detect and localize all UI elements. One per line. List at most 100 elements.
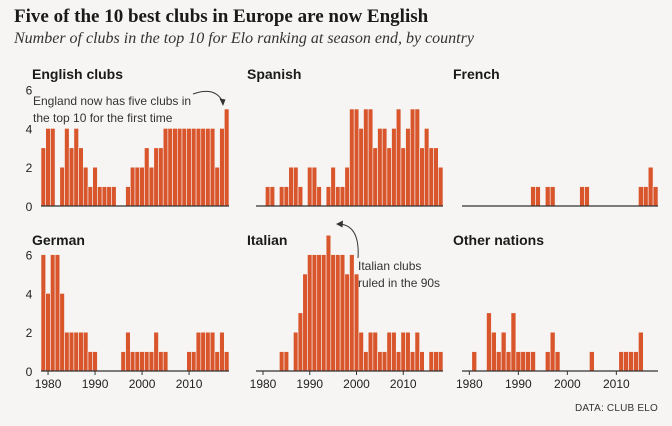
x-tick-label: 2010 bbox=[603, 377, 630, 391]
y-tick-label: 4 bbox=[26, 122, 33, 136]
bar-italian-2010 bbox=[400, 331, 406, 372]
bar-english-clubs-2006 bbox=[167, 128, 173, 207]
bar-english-clubs-2000 bbox=[139, 166, 145, 207]
bar-german-2002 bbox=[148, 351, 155, 372]
annotation-arrow bbox=[339, 223, 359, 259]
bar-english-clubs-2014 bbox=[205, 128, 211, 207]
bar-english-clubs-1997 bbox=[125, 186, 131, 207]
bar-german-2003 bbox=[153, 331, 159, 372]
bar-spanish-2002 bbox=[363, 108, 369, 207]
y-tick-label: 0 bbox=[26, 365, 33, 379]
bar-french-2015 bbox=[638, 186, 644, 207]
bars-german bbox=[40, 254, 230, 372]
annotation-arrowhead bbox=[336, 220, 343, 228]
bar-italian-1984 bbox=[279, 351, 285, 372]
bar-other-nations-1988 bbox=[505, 351, 512, 372]
bar-spanish-2016 bbox=[428, 147, 434, 207]
x-tick-label: 2010 bbox=[390, 377, 417, 391]
bar-german-2005 bbox=[162, 351, 169, 372]
bar-english-clubs-2009 bbox=[181, 128, 187, 207]
bar-other-nations-2012 bbox=[623, 351, 629, 372]
bar-italian-2001 bbox=[358, 331, 364, 372]
bar-other-nations-1984 bbox=[486, 312, 492, 372]
bar-german-2014 bbox=[205, 331, 211, 372]
bar-italian-1995 bbox=[330, 254, 336, 372]
bar-french-1994 bbox=[535, 186, 541, 207]
bar-spanish-1990 bbox=[307, 166, 313, 207]
bar-italian-1985 bbox=[283, 351, 290, 372]
bar-spanish-1994 bbox=[325, 186, 332, 207]
bar-italian-2013 bbox=[414, 331, 420, 372]
annotation-english: England now has five clubs in the top 10 … bbox=[33, 90, 226, 125]
bar-german-1989 bbox=[87, 351, 93, 372]
bar-german-1988 bbox=[83, 331, 89, 372]
annotation-line: England now has five clubs in bbox=[33, 94, 191, 108]
bar-italian-2004 bbox=[372, 331, 378, 372]
bar-english-clubs-1992 bbox=[101, 186, 108, 207]
bar-spanish-2007 bbox=[386, 147, 392, 207]
bar-other-nations-2014 bbox=[633, 351, 639, 372]
bar-french-1993 bbox=[530, 186, 536, 207]
bar-english-clubs-2015 bbox=[209, 128, 216, 207]
bar-spanish-2012 bbox=[409, 108, 416, 207]
bar-english-clubs-2007 bbox=[172, 128, 178, 207]
bar-german-1985 bbox=[68, 331, 75, 372]
bar-italian-1991 bbox=[311, 254, 318, 372]
bar-spanish-2013 bbox=[414, 108, 420, 207]
bar-italian-2007 bbox=[386, 331, 392, 372]
bar-italian-1996 bbox=[335, 254, 341, 372]
bar-other-nations-1985 bbox=[491, 331, 497, 372]
bar-english-clubs-1994 bbox=[111, 186, 117, 207]
bar-french-2016 bbox=[642, 186, 649, 207]
bar-english-clubs-1983 bbox=[59, 166, 65, 207]
bar-spanish-2004 bbox=[372, 147, 378, 207]
bar-italian-1990 bbox=[307, 254, 313, 372]
bar-german-2018 bbox=[224, 351, 230, 372]
bar-english-clubs-1998 bbox=[130, 166, 136, 207]
bars-french bbox=[530, 166, 659, 207]
bar-german-1982 bbox=[54, 254, 61, 372]
bar-english-clubs-1979 bbox=[40, 147, 46, 207]
bar-spanish-2011 bbox=[405, 128, 411, 207]
bar-german-2015 bbox=[209, 331, 216, 372]
chart-subtitle: Number of clubs in the top 10 for Elo ra… bbox=[14, 30, 474, 47]
x-tick-label: 1980 bbox=[456, 377, 483, 391]
bar-spanish-1995 bbox=[330, 166, 336, 207]
bar-italian-2016 bbox=[428, 351, 434, 372]
bar-english-clubs-2005 bbox=[162, 128, 169, 207]
bar-spanish-1999 bbox=[349, 108, 355, 207]
bar-other-nations-2015 bbox=[638, 331, 644, 372]
bar-french-2017 bbox=[647, 166, 654, 207]
bar-french-2004 bbox=[584, 186, 590, 207]
bar-spanish-1982 bbox=[269, 186, 275, 207]
bar-french-1996 bbox=[544, 186, 551, 207]
bar-spanish-1997 bbox=[339, 186, 346, 207]
bar-english-clubs-1991 bbox=[97, 186, 103, 207]
x-tick-label: 1980 bbox=[35, 377, 62, 391]
bar-spanish-2017 bbox=[433, 147, 439, 207]
bar-other-nations-1997 bbox=[549, 331, 556, 372]
bar-spanish-2010 bbox=[400, 147, 406, 207]
bar-spanish-1981 bbox=[265, 186, 271, 207]
bar-italian-1988 bbox=[297, 312, 304, 372]
annotation-line: Italian clubs bbox=[358, 259, 421, 273]
bar-italian-2009 bbox=[395, 351, 402, 372]
bar-italian-2014 bbox=[419, 351, 425, 372]
annotation-arrow bbox=[192, 90, 224, 103]
panel-title-french: French bbox=[453, 66, 500, 82]
x-tick-label: 2010 bbox=[176, 377, 203, 391]
bar-english-clubs-2018 bbox=[224, 108, 230, 207]
bar-italian-2012 bbox=[409, 351, 416, 372]
panel-title-german: German bbox=[32, 232, 85, 248]
y-tick-label: 2 bbox=[26, 326, 33, 340]
bar-italian-2011 bbox=[405, 331, 411, 372]
bar-spanish-2003 bbox=[367, 108, 374, 207]
bar-english-clubs-1980 bbox=[45, 128, 51, 207]
bar-german-1979 bbox=[40, 254, 46, 372]
panel-title-english-clubs: English clubs bbox=[32, 66, 123, 82]
x-tick-label: 1990 bbox=[505, 377, 532, 391]
bar-german-2012 bbox=[195, 331, 202, 372]
bar-german-1986 bbox=[73, 331, 79, 372]
bar-german-1997 bbox=[125, 331, 131, 372]
bar-english-clubs-2003 bbox=[153, 147, 159, 207]
